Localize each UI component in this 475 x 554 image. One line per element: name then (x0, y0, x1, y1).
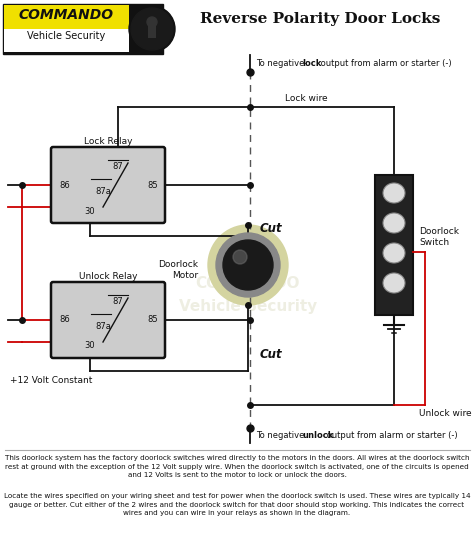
Text: Cut: Cut (260, 222, 283, 234)
Bar (375, 175, 413, 315)
Text: output from alarm or starter (-): output from alarm or starter (-) (324, 432, 457, 440)
Text: 85: 85 (148, 181, 158, 189)
Text: Cut: Cut (260, 348, 283, 362)
Text: To negative: To negative (256, 59, 307, 68)
Text: COMMANDO
Vehicle Security: COMMANDO Vehicle Security (179, 276, 317, 314)
FancyBboxPatch shape (51, 282, 165, 358)
Circle shape (129, 6, 175, 52)
Text: To negative: To negative (256, 432, 307, 440)
Bar (4, 29, 129, 52)
Circle shape (223, 240, 273, 290)
Bar (4, 5, 129, 29)
Text: 87a: 87a (95, 322, 111, 331)
Ellipse shape (383, 243, 405, 263)
Text: 85: 85 (148, 315, 158, 325)
Text: Unlock Relay: Unlock Relay (79, 272, 137, 281)
Circle shape (147, 17, 157, 27)
Text: 86: 86 (60, 315, 70, 325)
Text: Doorlock
Motor: Doorlock Motor (158, 260, 198, 280)
Text: output from alarm or starter (-): output from alarm or starter (-) (318, 59, 452, 68)
Bar (148, 26, 156, 38)
Text: COMMANDO: COMMANDO (19, 8, 114, 22)
Ellipse shape (383, 213, 405, 233)
Ellipse shape (383, 183, 405, 203)
Text: 87: 87 (113, 162, 124, 171)
Circle shape (208, 225, 288, 305)
Text: 87: 87 (113, 297, 124, 306)
Circle shape (233, 250, 247, 264)
Text: 87a: 87a (95, 187, 111, 196)
Text: 86: 86 (60, 181, 70, 189)
FancyBboxPatch shape (51, 147, 165, 223)
Text: Vehicle Security: Vehicle Security (27, 31, 105, 41)
Circle shape (131, 8, 173, 50)
Text: Doorlock
Switch: Doorlock Switch (419, 227, 459, 248)
Circle shape (216, 233, 280, 297)
Text: lock: lock (302, 59, 322, 68)
Text: +12 Volt Constant: +12 Volt Constant (10, 376, 92, 385)
Ellipse shape (383, 273, 405, 293)
Text: 30: 30 (85, 341, 95, 351)
Text: 30: 30 (85, 207, 95, 216)
Text: This doorlock system has the factory doorlock switches wired directly to the mot: This doorlock system has the factory doo… (5, 455, 469, 478)
Text: Lock Relay: Lock Relay (84, 137, 132, 146)
Bar (3, 4, 163, 54)
Text: Lock wire: Lock wire (285, 94, 328, 103)
Text: Unlock wire: Unlock wire (419, 409, 472, 418)
Text: Reverse Polarity Door Locks: Reverse Polarity Door Locks (200, 12, 440, 26)
Text: Locate the wires specified on your wiring sheet and test for power when the door: Locate the wires specified on your wirin… (4, 493, 470, 516)
Text: unlock: unlock (302, 432, 333, 440)
